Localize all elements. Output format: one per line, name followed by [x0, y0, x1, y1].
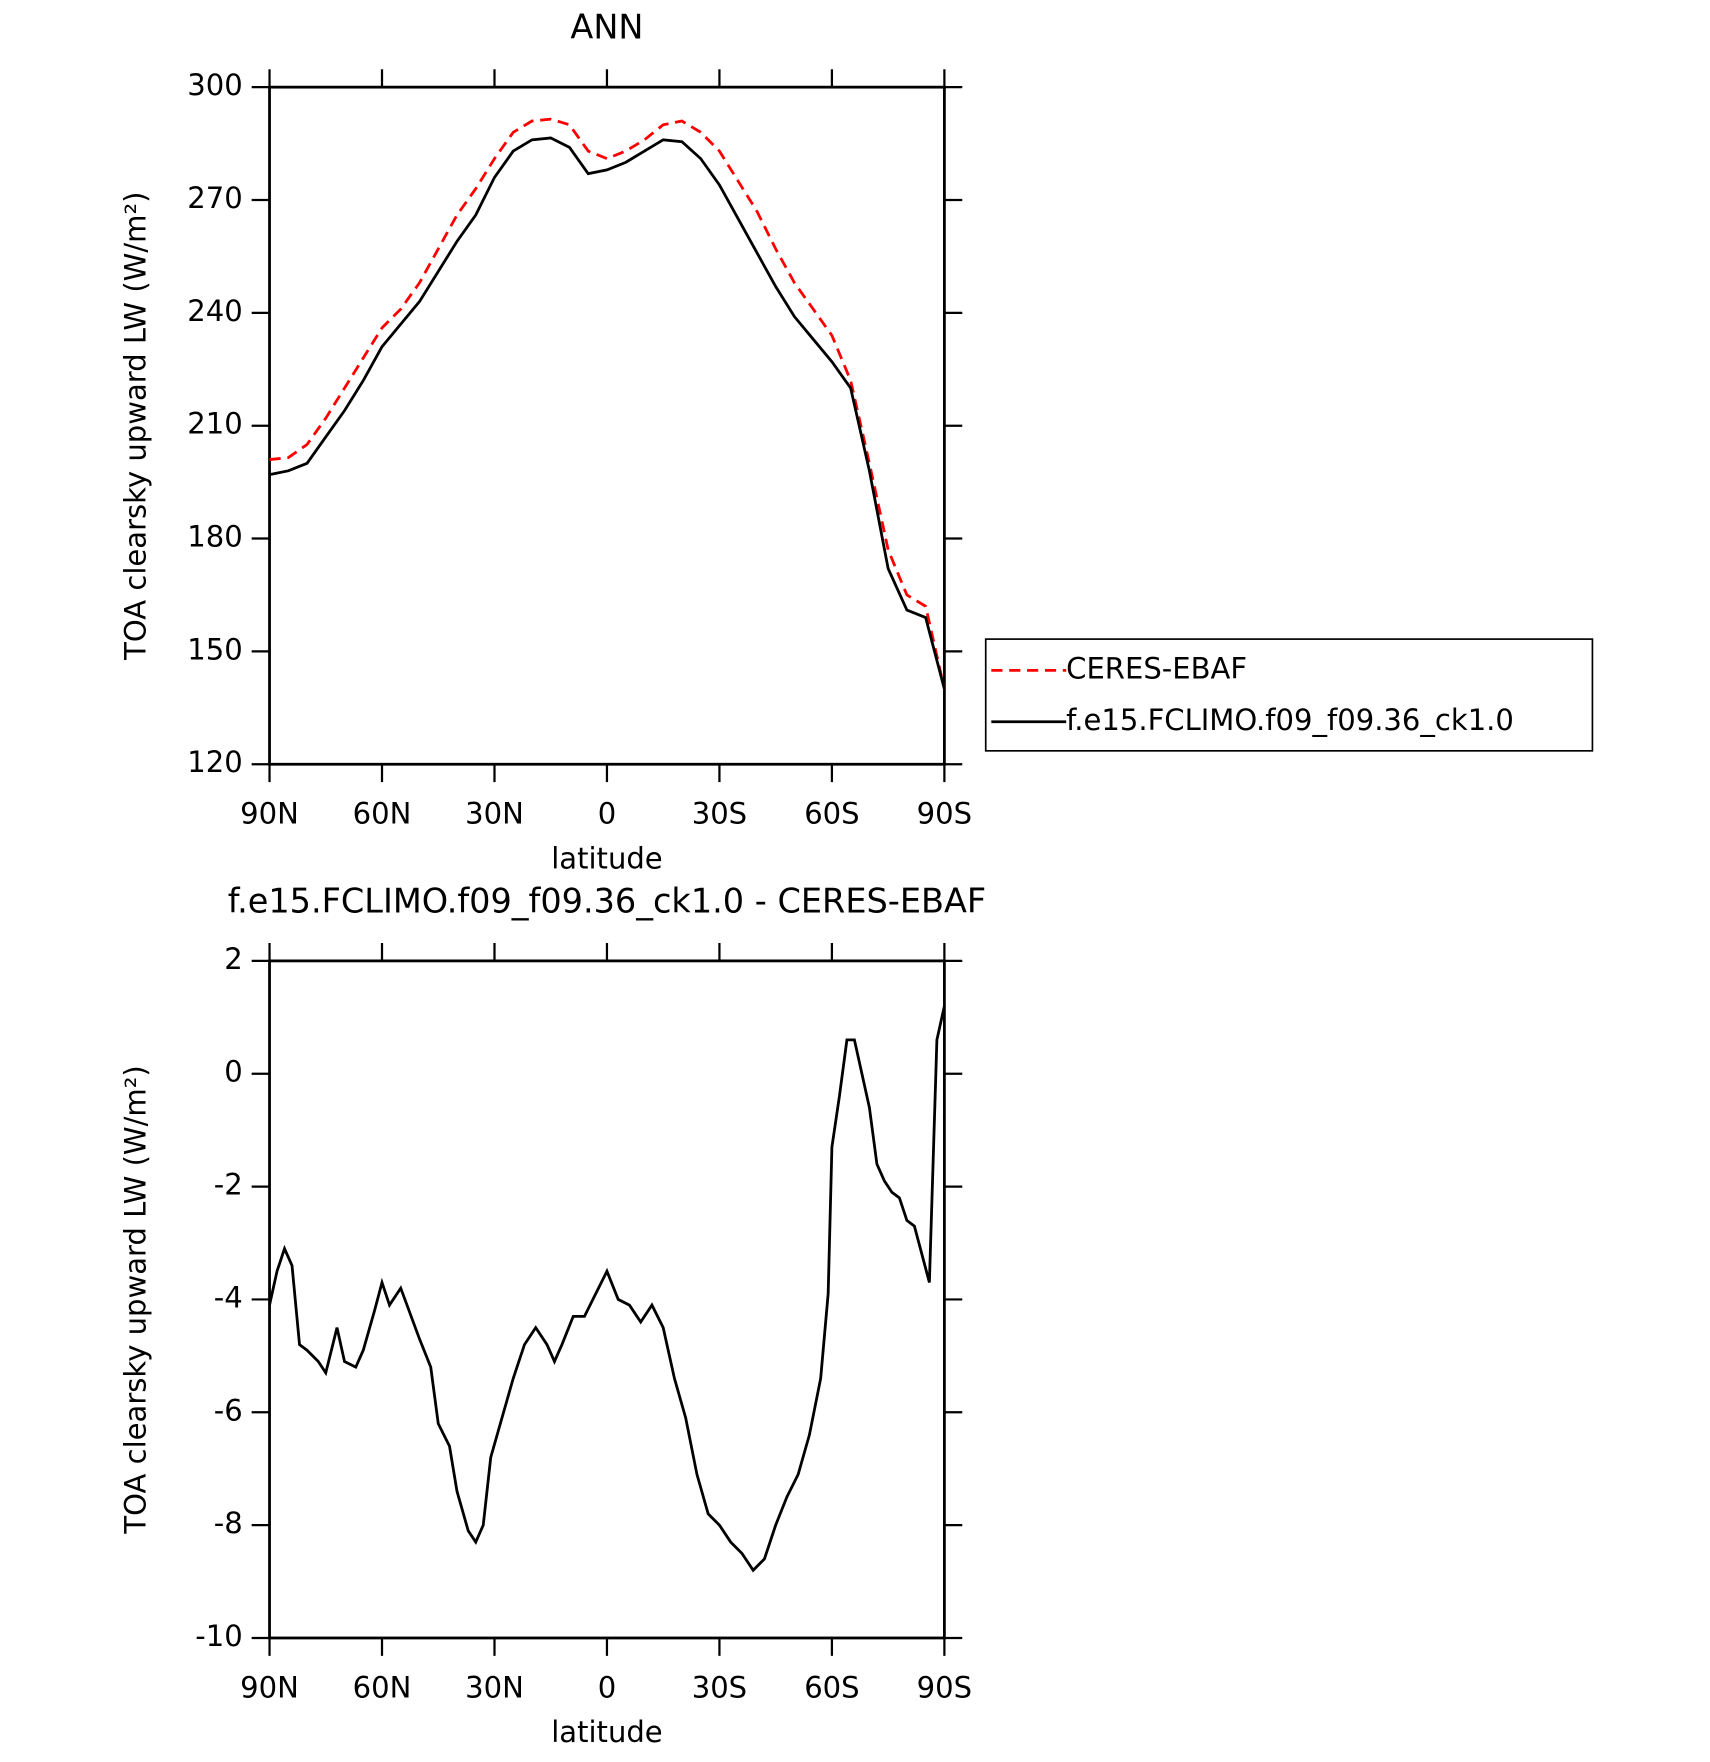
chart-title: ANN: [570, 8, 643, 47]
legend-label: f.e15.FCLIMO.f09_f09.36_ck1.0: [1066, 703, 1514, 737]
x-axis-label: latitude: [551, 841, 662, 875]
x-tick-label: 90S: [917, 1670, 972, 1704]
data-line: [269, 117, 946, 690]
y-tick-label: 300: [187, 68, 242, 102]
data-line: [268, 1005, 946, 1573]
x-tick-label: 90N: [240, 797, 299, 831]
y-tick-label: -6: [214, 1393, 243, 1427]
x-tick-label: 60S: [804, 1670, 859, 1704]
y-tick-label: 180: [187, 520, 242, 554]
y-tick-label: 120: [187, 745, 242, 779]
x-tick-label: 0: [598, 797, 616, 831]
x-tick-label: 30S: [692, 1670, 747, 1704]
legend-box: [984, 638, 1594, 752]
y-tick-label: 0: [224, 1055, 242, 1089]
x-tick-label: 90N: [240, 1670, 299, 1704]
y-tick-label: -2: [214, 1168, 243, 1202]
y-tick-label: 270: [187, 181, 242, 215]
data-line: [269, 136, 946, 690]
y-tick-label: -10: [195, 1619, 242, 1653]
x-tick-label: 30N: [465, 797, 524, 831]
x-tick-label: 30N: [465, 1670, 524, 1704]
x-axis-label: latitude: [551, 1715, 662, 1749]
y-axis-label: TOA clearsky upward LW (W/m²): [119, 192, 153, 661]
x-tick-label: 60N: [353, 797, 412, 831]
y-tick-label: 210: [187, 407, 242, 441]
y-tick-label: 150: [187, 632, 242, 666]
y-axis-label: TOA clearsky upward LW (W/m²): [119, 1065, 153, 1534]
legend-label: CERES-EBAF: [1066, 651, 1247, 685]
x-tick-label: 30S: [692, 797, 747, 831]
x-tick-label: 90S: [917, 797, 972, 831]
plot-frame: [268, 85, 946, 766]
y-tick-label: 240: [187, 294, 242, 328]
y-tick-label: -8: [214, 1506, 243, 1540]
x-tick-label: 60S: [804, 797, 859, 831]
y-tick-label: -4: [214, 1280, 243, 1314]
chart-title: f.e15.FCLIMO.f09_f09.36_ck1.0 - CERES-EB…: [228, 881, 986, 920]
x-tick-label: 60N: [353, 1670, 412, 1704]
y-tick-label: 2: [224, 942, 242, 976]
x-tick-label: 0: [598, 1670, 616, 1704]
